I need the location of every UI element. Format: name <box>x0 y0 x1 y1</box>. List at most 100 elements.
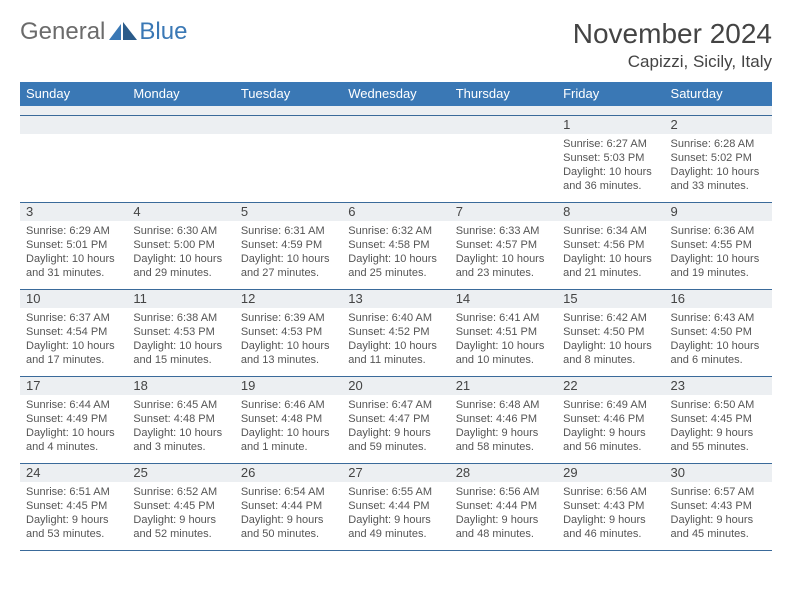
day-cell: 22Sunrise: 6:49 AMSunset: 4:46 PMDayligh… <box>557 377 664 463</box>
logo: General Blue <box>20 18 187 46</box>
daylight-text: and 13 minutes. <box>241 353 336 367</box>
day-number: 22 <box>557 377 664 395</box>
sunrise-text: Sunrise: 6:56 AM <box>456 485 551 499</box>
day-number: 14 <box>450 290 557 308</box>
day-number: 29 <box>557 464 664 482</box>
day-cell: 8Sunrise: 6:34 AMSunset: 4:56 PMDaylight… <box>557 203 664 289</box>
day-cell: 21Sunrise: 6:48 AMSunset: 4:46 PMDayligh… <box>450 377 557 463</box>
day-cell: 2Sunrise: 6:28 AMSunset: 5:02 PMDaylight… <box>665 116 772 202</box>
sunrise-text: Sunrise: 6:43 AM <box>671 311 766 325</box>
day-cell: 25Sunrise: 6:52 AMSunset: 4:45 PMDayligh… <box>127 464 234 550</box>
sunset-text: Sunset: 4:57 PM <box>456 238 551 252</box>
sunset-text: Sunset: 4:59 PM <box>241 238 336 252</box>
day-number: 2 <box>665 116 772 134</box>
day-number: 1 <box>557 116 664 134</box>
daylight-text: Daylight: 10 hours <box>456 339 551 353</box>
daylight-text: and 52 minutes. <box>133 527 228 541</box>
daylight-text: Daylight: 10 hours <box>26 426 121 440</box>
logo-sail-icon <box>109 22 137 42</box>
sunset-text: Sunset: 5:01 PM <box>26 238 121 252</box>
day-number: 21 <box>450 377 557 395</box>
day-number: 19 <box>235 377 342 395</box>
sunrise-text: Sunrise: 6:33 AM <box>456 224 551 238</box>
week-row: 10Sunrise: 6:37 AMSunset: 4:54 PMDayligh… <box>20 290 772 377</box>
daylight-text: Daylight: 9 hours <box>456 426 551 440</box>
daylight-text: Daylight: 9 hours <box>563 513 658 527</box>
sunrise-text: Sunrise: 6:52 AM <box>133 485 228 499</box>
daylight-text: and 21 minutes. <box>563 266 658 280</box>
header-bar: General Blue November 2024 Capizzi, Sici… <box>20 18 772 72</box>
sunrise-text: Sunrise: 6:45 AM <box>133 398 228 412</box>
daylight-text: and 23 minutes. <box>456 266 551 280</box>
day-cell: 11Sunrise: 6:38 AMSunset: 4:53 PMDayligh… <box>127 290 234 376</box>
daylight-text: Daylight: 9 hours <box>133 513 228 527</box>
sunset-text: Sunset: 4:43 PM <box>671 499 766 513</box>
calendar-grid: Sunday Monday Tuesday Wednesday Thursday… <box>20 82 772 551</box>
day-cell: 29Sunrise: 6:56 AMSunset: 4:43 PMDayligh… <box>557 464 664 550</box>
daylight-text: Daylight: 10 hours <box>671 339 766 353</box>
day-cell: 17Sunrise: 6:44 AMSunset: 4:49 PMDayligh… <box>20 377 127 463</box>
calendar-page: General Blue November 2024 Capizzi, Sici… <box>0 0 792 561</box>
sunrise-text: Sunrise: 6:42 AM <box>563 311 658 325</box>
sunrise-text: Sunrise: 6:38 AM <box>133 311 228 325</box>
day-number: 16 <box>665 290 772 308</box>
sunset-text: Sunset: 4:53 PM <box>241 325 336 339</box>
daylight-text: and 25 minutes. <box>348 266 443 280</box>
day-cell: 14Sunrise: 6:41 AMSunset: 4:51 PMDayligh… <box>450 290 557 376</box>
day-cell: 26Sunrise: 6:54 AMSunset: 4:44 PMDayligh… <box>235 464 342 550</box>
weeks-container: 1Sunrise: 6:27 AMSunset: 5:03 PMDaylight… <box>20 116 772 551</box>
day-number: 11 <box>127 290 234 308</box>
day-cell: 30Sunrise: 6:57 AMSunset: 4:43 PMDayligh… <box>665 464 772 550</box>
daylight-text: Daylight: 9 hours <box>26 513 121 527</box>
day-cell <box>450 116 557 202</box>
daylight-text: and 53 minutes. <box>26 527 121 541</box>
sunset-text: Sunset: 4:51 PM <box>456 325 551 339</box>
day-cell: 23Sunrise: 6:50 AMSunset: 4:45 PMDayligh… <box>665 377 772 463</box>
day-cell <box>342 116 449 202</box>
day-cell: 18Sunrise: 6:45 AMSunset: 4:48 PMDayligh… <box>127 377 234 463</box>
daylight-text: Daylight: 10 hours <box>133 339 228 353</box>
sunrise-text: Sunrise: 6:31 AM <box>241 224 336 238</box>
day-number: 9 <box>665 203 772 221</box>
sunrise-text: Sunrise: 6:51 AM <box>26 485 121 499</box>
sunrise-text: Sunrise: 6:56 AM <box>563 485 658 499</box>
week-row: 3Sunrise: 6:29 AMSunset: 5:01 PMDaylight… <box>20 203 772 290</box>
daylight-text: and 10 minutes. <box>456 353 551 367</box>
daylight-text: and 45 minutes. <box>671 527 766 541</box>
sunrise-text: Sunrise: 6:50 AM <box>671 398 766 412</box>
daylight-text: and 50 minutes. <box>241 527 336 541</box>
daylight-text: and 48 minutes. <box>456 527 551 541</box>
sunset-text: Sunset: 5:00 PM <box>133 238 228 252</box>
day-number: 10 <box>20 290 127 308</box>
sunrise-text: Sunrise: 6:40 AM <box>348 311 443 325</box>
daylight-text: Daylight: 9 hours <box>348 426 443 440</box>
day-cell: 6Sunrise: 6:32 AMSunset: 4:58 PMDaylight… <box>342 203 449 289</box>
sunset-text: Sunset: 4:55 PM <box>671 238 766 252</box>
day-number: 18 <box>127 377 234 395</box>
daylight-text: Daylight: 9 hours <box>671 426 766 440</box>
day-number: 6 <box>342 203 449 221</box>
weekday-header: Friday <box>557 82 664 106</box>
day-number: 24 <box>20 464 127 482</box>
daylight-text: Daylight: 9 hours <box>241 513 336 527</box>
day-number: 3 <box>20 203 127 221</box>
day-cell: 20Sunrise: 6:47 AMSunset: 4:47 PMDayligh… <box>342 377 449 463</box>
daylight-text: and 3 minutes. <box>133 440 228 454</box>
daylight-text: and 31 minutes. <box>26 266 121 280</box>
sunrise-text: Sunrise: 6:57 AM <box>671 485 766 499</box>
day-cell: 19Sunrise: 6:46 AMSunset: 4:48 PMDayligh… <box>235 377 342 463</box>
sunrise-text: Sunrise: 6:28 AM <box>671 137 766 151</box>
sunset-text: Sunset: 4:44 PM <box>456 499 551 513</box>
daylight-text: and 27 minutes. <box>241 266 336 280</box>
day-number: 26 <box>235 464 342 482</box>
day-cell <box>235 116 342 202</box>
daylight-text: Daylight: 10 hours <box>26 339 121 353</box>
daylight-text: Daylight: 10 hours <box>348 252 443 266</box>
daylight-text: Daylight: 10 hours <box>133 252 228 266</box>
sunrise-text: Sunrise: 6:36 AM <box>671 224 766 238</box>
daylight-text: Daylight: 9 hours <box>563 426 658 440</box>
daylight-text: Daylight: 10 hours <box>563 252 658 266</box>
day-cell: 9Sunrise: 6:36 AMSunset: 4:55 PMDaylight… <box>665 203 772 289</box>
day-number: 28 <box>450 464 557 482</box>
daylight-text: and 36 minutes. <box>563 179 658 193</box>
